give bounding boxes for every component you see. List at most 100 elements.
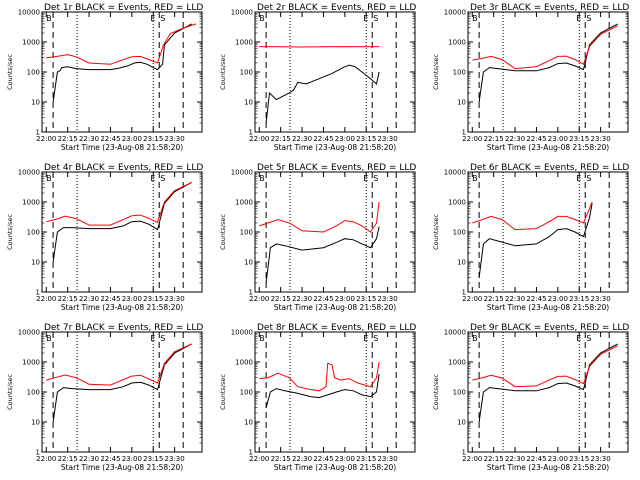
- x-tick-label: 22:00: [36, 455, 56, 463]
- marker-label: B: [472, 334, 478, 343]
- y-axis-label: Counts/sec: [6, 374, 14, 410]
- y-tick-label: 100: [27, 389, 40, 397]
- x-tick-label: 22:45: [313, 295, 333, 303]
- marker-label: S: [373, 14, 378, 23]
- chart-title: Det 1r BLACK = Events, RED = LLD: [44, 3, 203, 13]
- x-tick-label: 23:00: [122, 135, 142, 143]
- x-tick-label: 23:15: [356, 135, 376, 143]
- plot-frame: [254, 171, 416, 293]
- chart-panel: Det 2r BLACK = Events, RED = LLD 1 10 100 10…: [219, 3, 416, 152]
- x-tick-label: 23:30: [378, 455, 398, 463]
- x-tick-label: 22:30: [292, 455, 312, 463]
- x-tick-label: 22:00: [462, 295, 482, 303]
- x-tick-label: 22:30: [292, 295, 312, 303]
- y-tick-label: 100: [240, 69, 253, 77]
- chart-title: Det 4r BLACK = Events, RED = LLD: [44, 163, 203, 173]
- y-axis-label: Counts/sec: [6, 214, 14, 250]
- marker-label: E: [576, 334, 581, 343]
- x-tick-label: 22:45: [313, 455, 333, 463]
- chart-title: Det 6r BLACK = Events, RED = LLD: [470, 163, 629, 173]
- marker-label: E: [363, 174, 368, 183]
- y-tick-label: 1000: [22, 39, 40, 47]
- y-tick-label: 100: [453, 389, 466, 397]
- y-tick-label: 100: [453, 69, 466, 77]
- marker-label: E: [576, 14, 581, 23]
- x-tick-label: 22:15: [58, 295, 78, 303]
- x-tick-label: 23:00: [335, 295, 355, 303]
- marker-label: B: [46, 174, 52, 183]
- y-tick-label: 100: [240, 229, 253, 237]
- x-tick-label: 23:15: [143, 455, 163, 463]
- x-tick-label: 22:00: [249, 295, 269, 303]
- series-events-line: [265, 226, 380, 284]
- series-events-line: [52, 23, 192, 103]
- plot-frame: [467, 331, 629, 453]
- plot-frame: [467, 171, 629, 293]
- x-tick-label: 22:00: [249, 455, 269, 463]
- series-events-line: [52, 181, 192, 263]
- x-tick-label: 22:15: [271, 295, 291, 303]
- y-tick-label: 1: [462, 129, 466, 137]
- x-tick-label: 22:15: [484, 455, 504, 463]
- x-tick-label: 22:15: [58, 135, 78, 143]
- x-tick-label: 23:30: [378, 135, 398, 143]
- x-tick-label: 23:00: [335, 455, 355, 463]
- x-tick-label: 23:15: [356, 295, 376, 303]
- chart-panel: Det 6r BLACK = Events, RED = LLD 1 10 100 10…: [432, 163, 629, 312]
- y-tick-label: 100: [27, 69, 40, 77]
- marker-label: B: [472, 174, 478, 183]
- marker-label: B: [46, 334, 52, 343]
- x-tick-label: 22:30: [505, 295, 525, 303]
- y-tick-label: 1: [36, 449, 40, 457]
- chart-panel: Det 3r BLACK = Events, RED = LLD 1 10 100 10…: [432, 3, 629, 152]
- x-tick-label: 22:45: [313, 135, 333, 143]
- chart-panel: Det 7r BLACK = Events, RED = LLD 1 10 100 10…: [6, 323, 203, 472]
- x-axis-label: Start Time (23-Aug-08 21:58:20): [487, 303, 609, 312]
- series-events-line: [265, 64, 380, 124]
- y-axis-label: Counts/sec: [219, 54, 227, 90]
- y-tick-label: 10: [31, 259, 40, 267]
- y-tick-label: 10: [244, 99, 253, 107]
- chart-title: Det 8r BLACK = Events, RED = LLD: [257, 323, 416, 333]
- x-axis-label: Start Time (23-Aug-08 21:58:20): [61, 143, 183, 152]
- x-tick-label: 23:30: [591, 135, 611, 143]
- x-tick-label: 22:30: [79, 295, 99, 303]
- y-tick-label: 10: [31, 99, 40, 107]
- x-tick-label: 23:30: [591, 455, 611, 463]
- x-tick-label: 23:15: [569, 295, 589, 303]
- marker-label: B: [46, 14, 52, 23]
- y-tick-label: 1000: [448, 359, 466, 367]
- x-axis-label: Start Time (23-Aug-08 21:58:20): [274, 303, 396, 312]
- y-tick-label: 10000: [18, 169, 40, 177]
- x-tick-label: 23:00: [548, 135, 568, 143]
- x-tick-label: 22:45: [100, 135, 120, 143]
- y-tick-label: 10000: [231, 9, 253, 17]
- y-tick-label: 10000: [18, 9, 40, 17]
- y-axis-label: Counts/sec: [432, 374, 440, 410]
- marker-label: E: [150, 174, 155, 183]
- x-tick-label: 23:15: [143, 295, 163, 303]
- y-tick-label: 10000: [444, 169, 466, 177]
- series-events-line: [478, 23, 618, 103]
- y-tick-label: 1: [249, 449, 253, 457]
- marker-label: S: [160, 334, 165, 343]
- x-tick-label: 22:45: [100, 455, 120, 463]
- y-tick-label: 10: [457, 419, 466, 427]
- y-tick-label: 1000: [448, 39, 466, 47]
- series-events-line: [478, 203, 593, 278]
- x-tick-label: 23:30: [165, 295, 185, 303]
- plot-frame: [467, 11, 629, 133]
- y-tick-label: 10: [31, 419, 40, 427]
- x-tick-label: 22:00: [462, 455, 482, 463]
- y-axis-label: Counts/sec: [6, 54, 14, 90]
- x-tick-label: 23:30: [165, 135, 185, 143]
- x-axis-label: Start Time (23-Aug-08 21:58:20): [487, 463, 609, 472]
- y-tick-label: 1000: [235, 199, 253, 207]
- x-tick-label: 22:30: [505, 455, 525, 463]
- series-lld-line: [472, 25, 618, 70]
- chart-title: Det 9r BLACK = Events, RED = LLD: [470, 323, 629, 333]
- chart-panel: Det 8r BLACK = Events, RED = LLD 1 10 100 10…: [219, 323, 416, 472]
- y-tick-label: 10000: [18, 329, 40, 337]
- x-tick-label: 23:30: [591, 295, 611, 303]
